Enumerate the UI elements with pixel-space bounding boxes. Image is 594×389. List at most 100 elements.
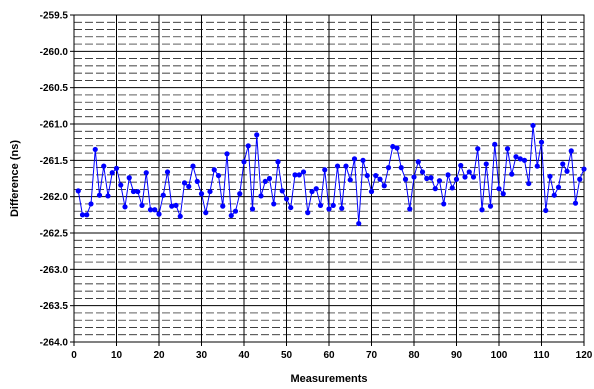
data-point [164, 169, 171, 175]
data-point [436, 178, 443, 184]
data-point [521, 157, 528, 163]
data-point [275, 159, 281, 165]
data-point [292, 172, 298, 178]
data-point [530, 122, 536, 129]
x-tick-label: 30 [196, 350, 208, 361]
data-point [118, 182, 124, 188]
x-tick-label: 10 [111, 350, 123, 361]
data-point [203, 210, 209, 216]
data-point [351, 156, 358, 162]
data-point [169, 203, 175, 209]
data-point [135, 188, 141, 195]
data-point [249, 206, 256, 212]
data-point [479, 207, 485, 213]
data-point [581, 166, 587, 172]
y-axis-ticks: -259.5 -260.0 -260.5 -261.0 -261.5 -262.0 -262… [40, 11, 74, 349]
data-point [143, 170, 149, 176]
x-tick-label: 50 [281, 350, 293, 361]
data-point [211, 167, 217, 173]
data-point [177, 213, 183, 219]
data-point [445, 172, 451, 178]
data-point [526, 180, 532, 187]
data-point [390, 143, 396, 150]
y-axis-label: Difference (ns) [9, 140, 21, 217]
data-point [564, 168, 570, 174]
data-point [424, 175, 430, 182]
data-point [411, 174, 417, 180]
data-point [517, 156, 523, 162]
data-point [88, 201, 94, 207]
data-point [232, 208, 239, 214]
x-axis-ticks: 0 10 20 30 40 50 60 70 80 90 100 110 120 [71, 342, 593, 361]
data-point [75, 188, 81, 194]
data-point [551, 192, 557, 198]
data-point [432, 186, 438, 192]
data-point [560, 161, 566, 167]
data-point [470, 174, 477, 180]
data-point [296, 172, 302, 178]
data-point [130, 188, 137, 195]
data-point [245, 143, 251, 149]
data-point [377, 176, 383, 182]
data-point [279, 188, 285, 194]
data-point [385, 165, 392, 171]
data-point [160, 192, 166, 198]
y-tick-label: -263.0 [40, 265, 69, 276]
data-point [504, 146, 511, 152]
data-point [428, 175, 434, 181]
x-tick-label: 0 [71, 350, 77, 361]
major-gridlines [74, 15, 584, 342]
data-point [288, 204, 294, 211]
data-point [101, 163, 107, 169]
data-point [241, 159, 247, 165]
data-point [458, 162, 464, 169]
data-point [262, 178, 268, 185]
data-point [577, 176, 583, 182]
data-point [254, 132, 260, 138]
data-point [79, 212, 86, 218]
data-point [555, 184, 562, 190]
data-point [343, 163, 349, 169]
data-point [487, 203, 494, 209]
x-tick-label: 120 [576, 350, 593, 361]
x-tick-label: 110 [533, 350, 550, 361]
data-point [186, 183, 192, 190]
y-tick-label: -264.0 [40, 338, 69, 349]
data-point [415, 159, 421, 165]
y-tick-label: -260.0 [40, 47, 69, 58]
data-point [483, 161, 489, 167]
data-point [381, 183, 387, 189]
data-point [543, 207, 549, 214]
y-tick-label: -260.5 [40, 83, 69, 94]
data-point [258, 193, 264, 199]
data-point [313, 186, 319, 192]
x-axis-label: Measurements [290, 373, 367, 385]
data-point [300, 169, 307, 175]
x-tick-label: 100 [491, 350, 508, 361]
data-point [364, 172, 370, 179]
data-point [462, 174, 468, 180]
data-point [152, 207, 158, 213]
data-point [181, 180, 188, 186]
y-tick-label: -261.5 [40, 156, 69, 167]
data-point [220, 203, 226, 209]
data-point [190, 163, 196, 169]
data-point [568, 148, 574, 154]
data-point [402, 176, 409, 182]
data-point [322, 167, 328, 173]
data-point [419, 169, 426, 175]
data-point [228, 212, 234, 219]
data-point [441, 201, 447, 207]
data-point [330, 202, 336, 208]
data-point [283, 196, 290, 202]
y-tick-label: -262.5 [40, 229, 69, 240]
data-point [500, 191, 506, 197]
data-point [122, 204, 128, 210]
data-point [266, 175, 273, 182]
x-tick-label: 60 [323, 350, 335, 361]
data-point [139, 202, 145, 208]
data-point [147, 207, 154, 213]
y-tick-label: -262.0 [40, 192, 69, 203]
data-point [509, 171, 515, 177]
data-point [126, 175, 132, 181]
